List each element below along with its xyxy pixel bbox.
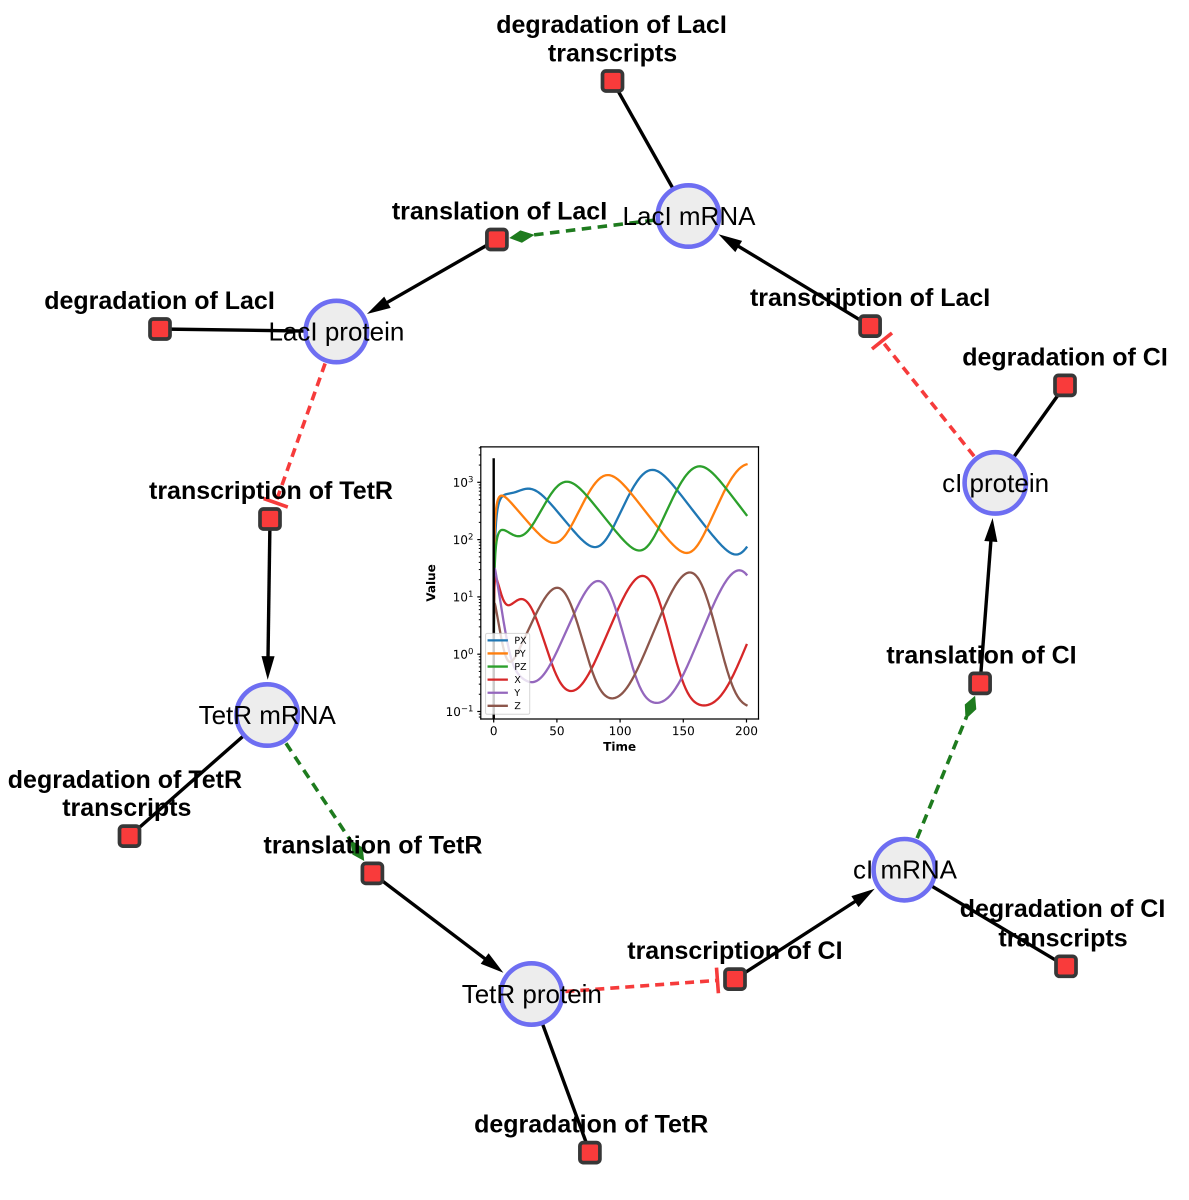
svg-text:translation of TetR: translation of TetR (264, 831, 483, 859)
svg-text:degradation of CI: degradation of CI (962, 343, 1168, 371)
svg-text:cI protein: cI protein (942, 468, 1049, 498)
svg-text:degradation of LacI: degradation of LacI (496, 11, 727, 39)
svg-text:TetR mRNA: TetR mRNA (199, 700, 337, 730)
svg-text:LacI protein: LacI protein (268, 317, 404, 347)
svg-text:translation of LacI: translation of LacI (392, 198, 607, 226)
svg-text:transcripts: transcripts (62, 794, 191, 822)
svg-text:transcripts: transcripts (548, 40, 677, 68)
svg-text:transcription of CI: transcription of CI (627, 937, 842, 965)
svg-text:TetR protein: TetR protein (462, 979, 602, 1009)
svg-text:transcription of TetR: transcription of TetR (149, 477, 393, 505)
svg-text:cI mRNA: cI mRNA (853, 855, 958, 885)
svg-text:degradation of LacI: degradation of LacI (44, 287, 275, 315)
svg-text:transcripts: transcripts (998, 924, 1127, 952)
svg-text:transcription of LacI: transcription of LacI (750, 284, 990, 312)
svg-text:degradation of TetR: degradation of TetR (474, 1111, 708, 1139)
svg-text:degradation of TetR: degradation of TetR (8, 766, 242, 794)
svg-text:degradation of CI: degradation of CI (960, 895, 1166, 923)
svg-text:translation of CI: translation of CI (886, 641, 1076, 669)
svg-text:LacI mRNA: LacI mRNA (623, 201, 757, 231)
